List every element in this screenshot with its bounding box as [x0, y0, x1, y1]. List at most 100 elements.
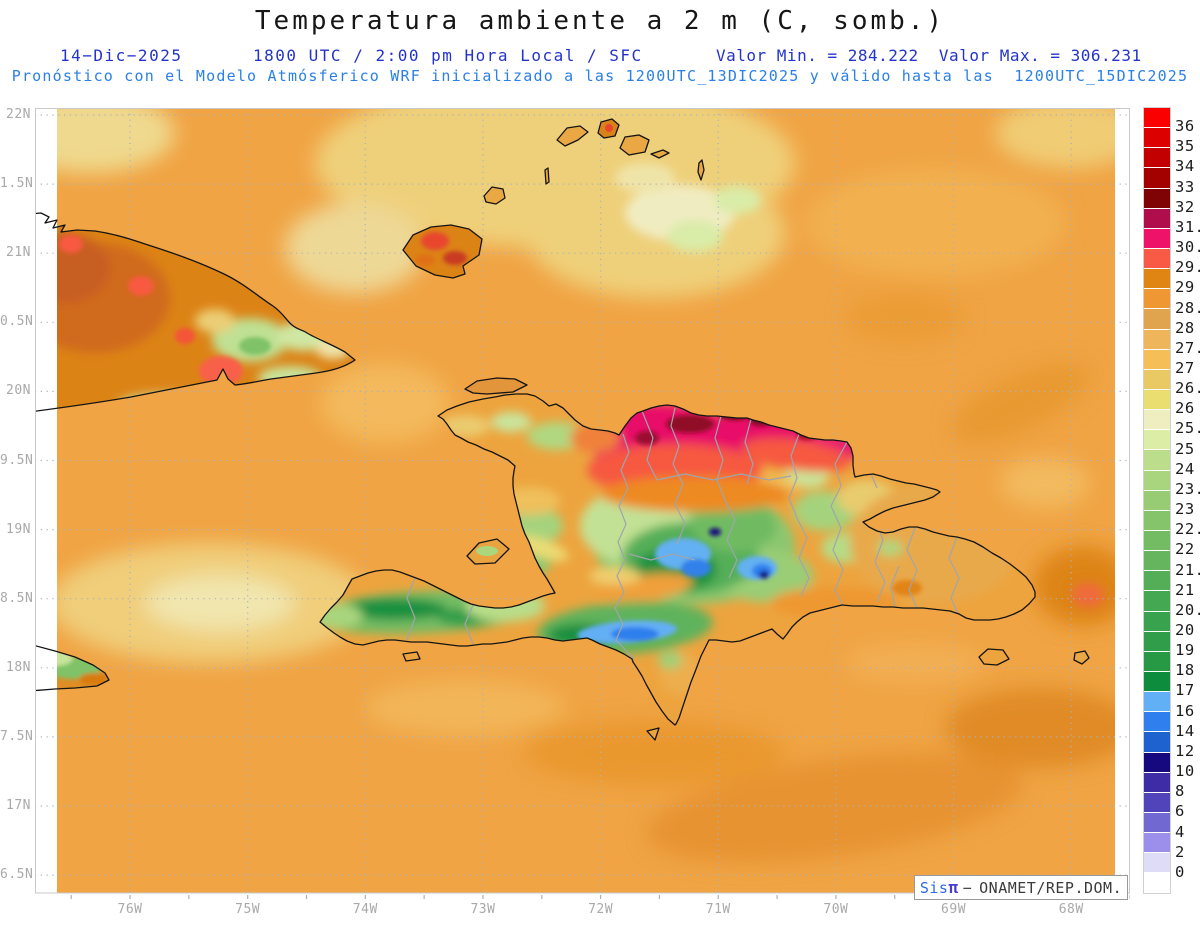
watermark-dash: −: [962, 878, 973, 897]
colorbar-label: 29: [1175, 278, 1195, 297]
colorbar-cell: [1144, 208, 1170, 229]
colorbar-label: 27.5: [1175, 338, 1200, 357]
colorbar-cell: [1144, 108, 1170, 129]
lon-tick-label: 75W: [235, 902, 261, 917]
colorbar-label: 4: [1175, 822, 1185, 841]
min-max-values: Valor Min. = 284.222 Valor Max. = 306.23…: [716, 46, 1142, 65]
temperature-colorbar: [1143, 107, 1171, 895]
lon-tick-label: 73W: [470, 902, 496, 917]
plot-frame: [35, 108, 1130, 894]
lon-tick-label: 69W: [941, 902, 967, 917]
colorbar-cell: [1144, 228, 1170, 249]
colorbar-label: 23.5: [1175, 479, 1200, 498]
colorbar-cell: [1144, 269, 1170, 290]
colorbar-cell: [1144, 571, 1170, 592]
colorbar-label: 25.5: [1175, 419, 1200, 438]
colorbar-label: 20.5: [1175, 600, 1200, 619]
lon-tick-label: 70W: [823, 902, 849, 917]
lat-tick-label: 9.5N: [0, 452, 34, 468]
colorbar-cell: [1144, 168, 1170, 189]
colorbar-label: 14: [1175, 721, 1195, 740]
colorbar-cell: [1144, 470, 1170, 491]
colorbar-label: 17: [1175, 681, 1195, 700]
lat-tick-label: 1.5N: [0, 176, 34, 192]
colorbar-cell: [1144, 651, 1170, 672]
lat-tick-label: 7.5N: [0, 728, 34, 744]
colorbar-cell: [1144, 309, 1170, 330]
colorbar-label: 21: [1175, 580, 1195, 599]
colorbar-cell: [1144, 853, 1170, 874]
colorbar-cell: [1144, 812, 1170, 834]
colorbar-cell: [1144, 248, 1170, 270]
colorbar-cell: [1144, 349, 1170, 370]
colorbar-label: 0: [1175, 862, 1185, 881]
forecast-date: 14−Dic−2025: [60, 46, 183, 65]
lon-tick-label: 76W: [117, 902, 143, 917]
colorbar-label: 25: [1175, 439, 1195, 458]
lat-tick-label: 19N: [6, 521, 31, 537]
colorbar-label: 23: [1175, 500, 1195, 519]
colorbar-cell: [1144, 772, 1170, 793]
colorbar-label: 20: [1175, 620, 1195, 639]
coastlines: [35, 118, 1090, 741]
colorbar-cell: [1144, 732, 1170, 753]
colorbar-label: 8: [1175, 782, 1185, 801]
colorbar-label: 24: [1175, 459, 1195, 478]
map-canvas: [35, 108, 1130, 906]
colorbar-cell: [1144, 611, 1170, 632]
lon-tick-label: 74W: [352, 902, 378, 917]
colorbar-label: 10: [1175, 762, 1195, 781]
forecast-time: 1800 UTC / 2:00 pm Hora Local / SFC: [253, 46, 643, 65]
colorbar-label: 19: [1175, 641, 1195, 660]
colorbar-cell: [1144, 631, 1170, 652]
colorbar-label: 34: [1175, 157, 1195, 176]
colorbar-label: 32: [1175, 197, 1195, 216]
colorbar-label: 31.5: [1175, 217, 1200, 236]
colorbar-cell: [1144, 792, 1170, 813]
colorbar-cell: [1144, 692, 1170, 713]
colorbar-label: 2: [1175, 842, 1185, 861]
watermark-badge: Sis π − ONAMET/REP.DOM.: [914, 875, 1128, 900]
colorbar-cell: [1144, 369, 1170, 390]
colorbar-label: 27: [1175, 358, 1195, 377]
colorbar-cell: [1144, 148, 1170, 169]
page-title: Temperatura ambiente a 2 m (C, somb.): [254, 6, 946, 36]
colorbar-cell: [1144, 188, 1170, 209]
axis-ticks: [70, 895, 1130, 899]
colorbar-cell: [1144, 510, 1170, 531]
colorbar-label: 33: [1175, 177, 1195, 196]
colorbar-label: 26.5: [1175, 379, 1200, 398]
lat-tick-label: 21N: [6, 245, 31, 261]
colorbar-label: 6: [1175, 802, 1185, 821]
colorbar-cell: [1144, 329, 1170, 350]
lat-tick-label: 18N: [6, 659, 31, 675]
watermark-org: ONAMET/REP.DOM.: [979, 878, 1123, 897]
colorbar-label: 26: [1175, 399, 1195, 418]
model-run-line: Pronóstico con el Modelo Atmósferico WRF…: [11, 67, 1189, 85]
colorbar-cell: [1144, 752, 1170, 773]
colorbar-cell: [1144, 490, 1170, 511]
colorbar-cell: [1144, 389, 1170, 411]
colorbar-label: 22: [1175, 540, 1195, 559]
colorbar-cell: [1144, 450, 1170, 471]
colorbar-label: 35: [1175, 137, 1195, 156]
colorbar-cell: [1144, 712, 1170, 733]
colorbar-cell: [1144, 530, 1170, 552]
lon-tick-label: 72W: [588, 902, 614, 917]
colorbar-label: 30.7: [1175, 238, 1200, 257]
lat-tick-label: 0.5N: [0, 314, 34, 330]
lat-tick-label: 6.5N: [0, 867, 34, 883]
lat-tick-label: 17N: [6, 798, 31, 813]
colorbar-label: 28.5: [1175, 298, 1200, 317]
colorbar-cell: [1144, 833, 1170, 854]
colorbar-cell: [1144, 551, 1170, 572]
colorbar-label: 18: [1175, 661, 1195, 680]
colorbar-label: 29.7: [1175, 258, 1200, 277]
colorbar-cell: [1144, 410, 1170, 431]
colorbar-cell: [1144, 430, 1170, 451]
lon-tick-label: 71W: [705, 902, 731, 917]
colorbar-cell: [1144, 289, 1170, 310]
colorbar-label: 22.5: [1175, 520, 1200, 539]
colorbar-label: 28: [1175, 318, 1195, 337]
